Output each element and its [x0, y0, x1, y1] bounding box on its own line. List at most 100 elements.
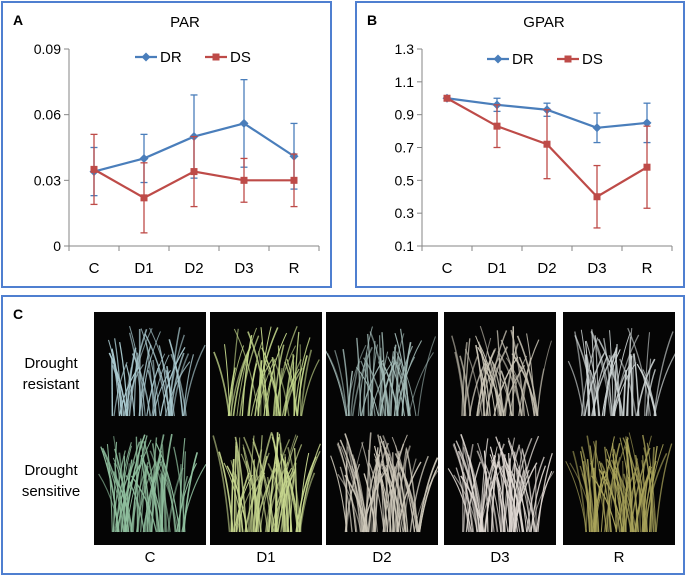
grass-blade	[493, 454, 502, 533]
gpar-ds-point	[493, 122, 501, 130]
grass-blade	[130, 475, 158, 533]
par-y-tick-label: 0.03	[34, 172, 61, 188]
grass-blade	[230, 458, 235, 533]
grass-blade	[142, 458, 164, 533]
column-label-c: C	[144, 549, 156, 566]
grass-blade	[236, 475, 261, 533]
grass-blade	[300, 349, 313, 417]
gpar-y-tick-label: 1.3	[395, 41, 415, 57]
grass-blade	[500, 370, 513, 417]
grass-blade	[413, 470, 438, 533]
photo-background	[563, 312, 675, 429]
grass-blade	[284, 355, 295, 417]
grass-blade	[257, 360, 263, 417]
grass-blade	[281, 368, 300, 417]
grass-blade	[521, 449, 535, 533]
grass-blade	[176, 463, 197, 533]
par-ds-point	[190, 168, 198, 176]
grass-blade	[653, 331, 674, 417]
grass-blade	[401, 341, 412, 417]
grass-blades	[330, 432, 438, 533]
gpar-x-tick-label: C	[442, 260, 453, 277]
grass-blade	[272, 344, 285, 417]
grass-blade	[260, 368, 270, 417]
grass-blade	[521, 357, 532, 417]
plant-photo-sensitive-r	[563, 428, 675, 545]
grass-blade	[345, 439, 348, 533]
grass-blade	[461, 342, 468, 417]
grass-blade	[584, 352, 606, 417]
grass-blade	[628, 432, 645, 533]
grass-blade	[138, 344, 152, 417]
plant-photo-image	[444, 312, 556, 429]
grass-blade	[508, 437, 533, 533]
grass-blade	[356, 337, 362, 417]
grass-blade	[397, 353, 417, 417]
gpar-dr-point	[592, 123, 602, 133]
grass-blade	[480, 471, 488, 533]
grass-blade	[464, 338, 471, 417]
grass-blade	[353, 458, 363, 533]
grass-blade	[489, 454, 509, 533]
grass-blade	[144, 333, 171, 417]
grass-blade	[574, 331, 586, 417]
grass-blade	[299, 344, 302, 417]
panel-b-label: B	[367, 12, 378, 28]
grass-blade	[229, 345, 252, 417]
grass-blade	[139, 331, 161, 417]
grass-blade	[569, 462, 596, 533]
grass-blade	[387, 356, 406, 417]
gpar-ds-point	[543, 140, 551, 148]
grass-blade	[591, 475, 618, 533]
row-label-resistant: Drought resistant	[9, 353, 93, 395]
par-dr-point	[239, 118, 249, 128]
plant-photo-resistant-d1	[210, 312, 322, 429]
grass-blade	[284, 359, 302, 417]
panel-a-label: A	[13, 12, 24, 28]
grass-blade	[166, 365, 173, 417]
grass-blade	[379, 347, 384, 417]
grass-blade	[385, 464, 396, 533]
grass-blade	[464, 348, 483, 417]
grass-blade	[337, 473, 362, 533]
grass-blade	[476, 450, 499, 533]
grass-blades	[98, 433, 206, 533]
grass-blades	[326, 326, 437, 417]
grass-blade	[112, 365, 125, 417]
grass-blade	[516, 335, 539, 417]
grass-blade	[373, 445, 389, 533]
grass-blade	[642, 369, 657, 417]
grass-blade	[479, 325, 499, 417]
row-label-sensitive: Drought sensitive	[9, 460, 93, 502]
grass-blade	[270, 467, 293, 533]
grass-blade	[642, 455, 646, 533]
grass-blade	[106, 443, 113, 533]
column-label-r: R	[613, 549, 625, 566]
grass-blade	[135, 462, 156, 533]
grass-blade	[182, 452, 199, 533]
plant-photo-image	[94, 428, 206, 545]
grass-blade	[475, 335, 496, 417]
grass-blade	[643, 447, 656, 533]
grass-blade	[396, 450, 400, 533]
gpar-chart: GPAR 0.1 0.3 0.5 0.7 0.9 1.1 1.3 C D1 D2 D3 R DR DS	[395, 14, 673, 277]
grass-blade	[530, 465, 547, 533]
grass-blade	[261, 347, 281, 417]
panel-b: B GPAR 0.1 0.3 0.5 0.7 0.9 1.1 1.3 C D1 D2 D3 R DR DS	[355, 1, 685, 288]
gpar-x-tick-label: R	[642, 260, 653, 277]
row-label-resistant-line1: Drought	[24, 355, 78, 372]
grass-blades	[212, 431, 321, 533]
grass-blade	[168, 327, 181, 417]
grass-blade	[113, 462, 122, 533]
grass-blade	[637, 468, 641, 533]
grass-blade	[128, 332, 144, 417]
grass-blade	[565, 461, 588, 533]
grass-blade	[170, 353, 187, 417]
grass-blade	[455, 467, 470, 533]
grass-blade	[605, 442, 621, 533]
plant-photo-image	[563, 428, 675, 545]
par-x-tick-label: R	[289, 260, 300, 277]
plant-photo-image	[563, 312, 675, 429]
column-label-d3: D3	[490, 549, 510, 566]
grass-blade	[649, 445, 658, 533]
